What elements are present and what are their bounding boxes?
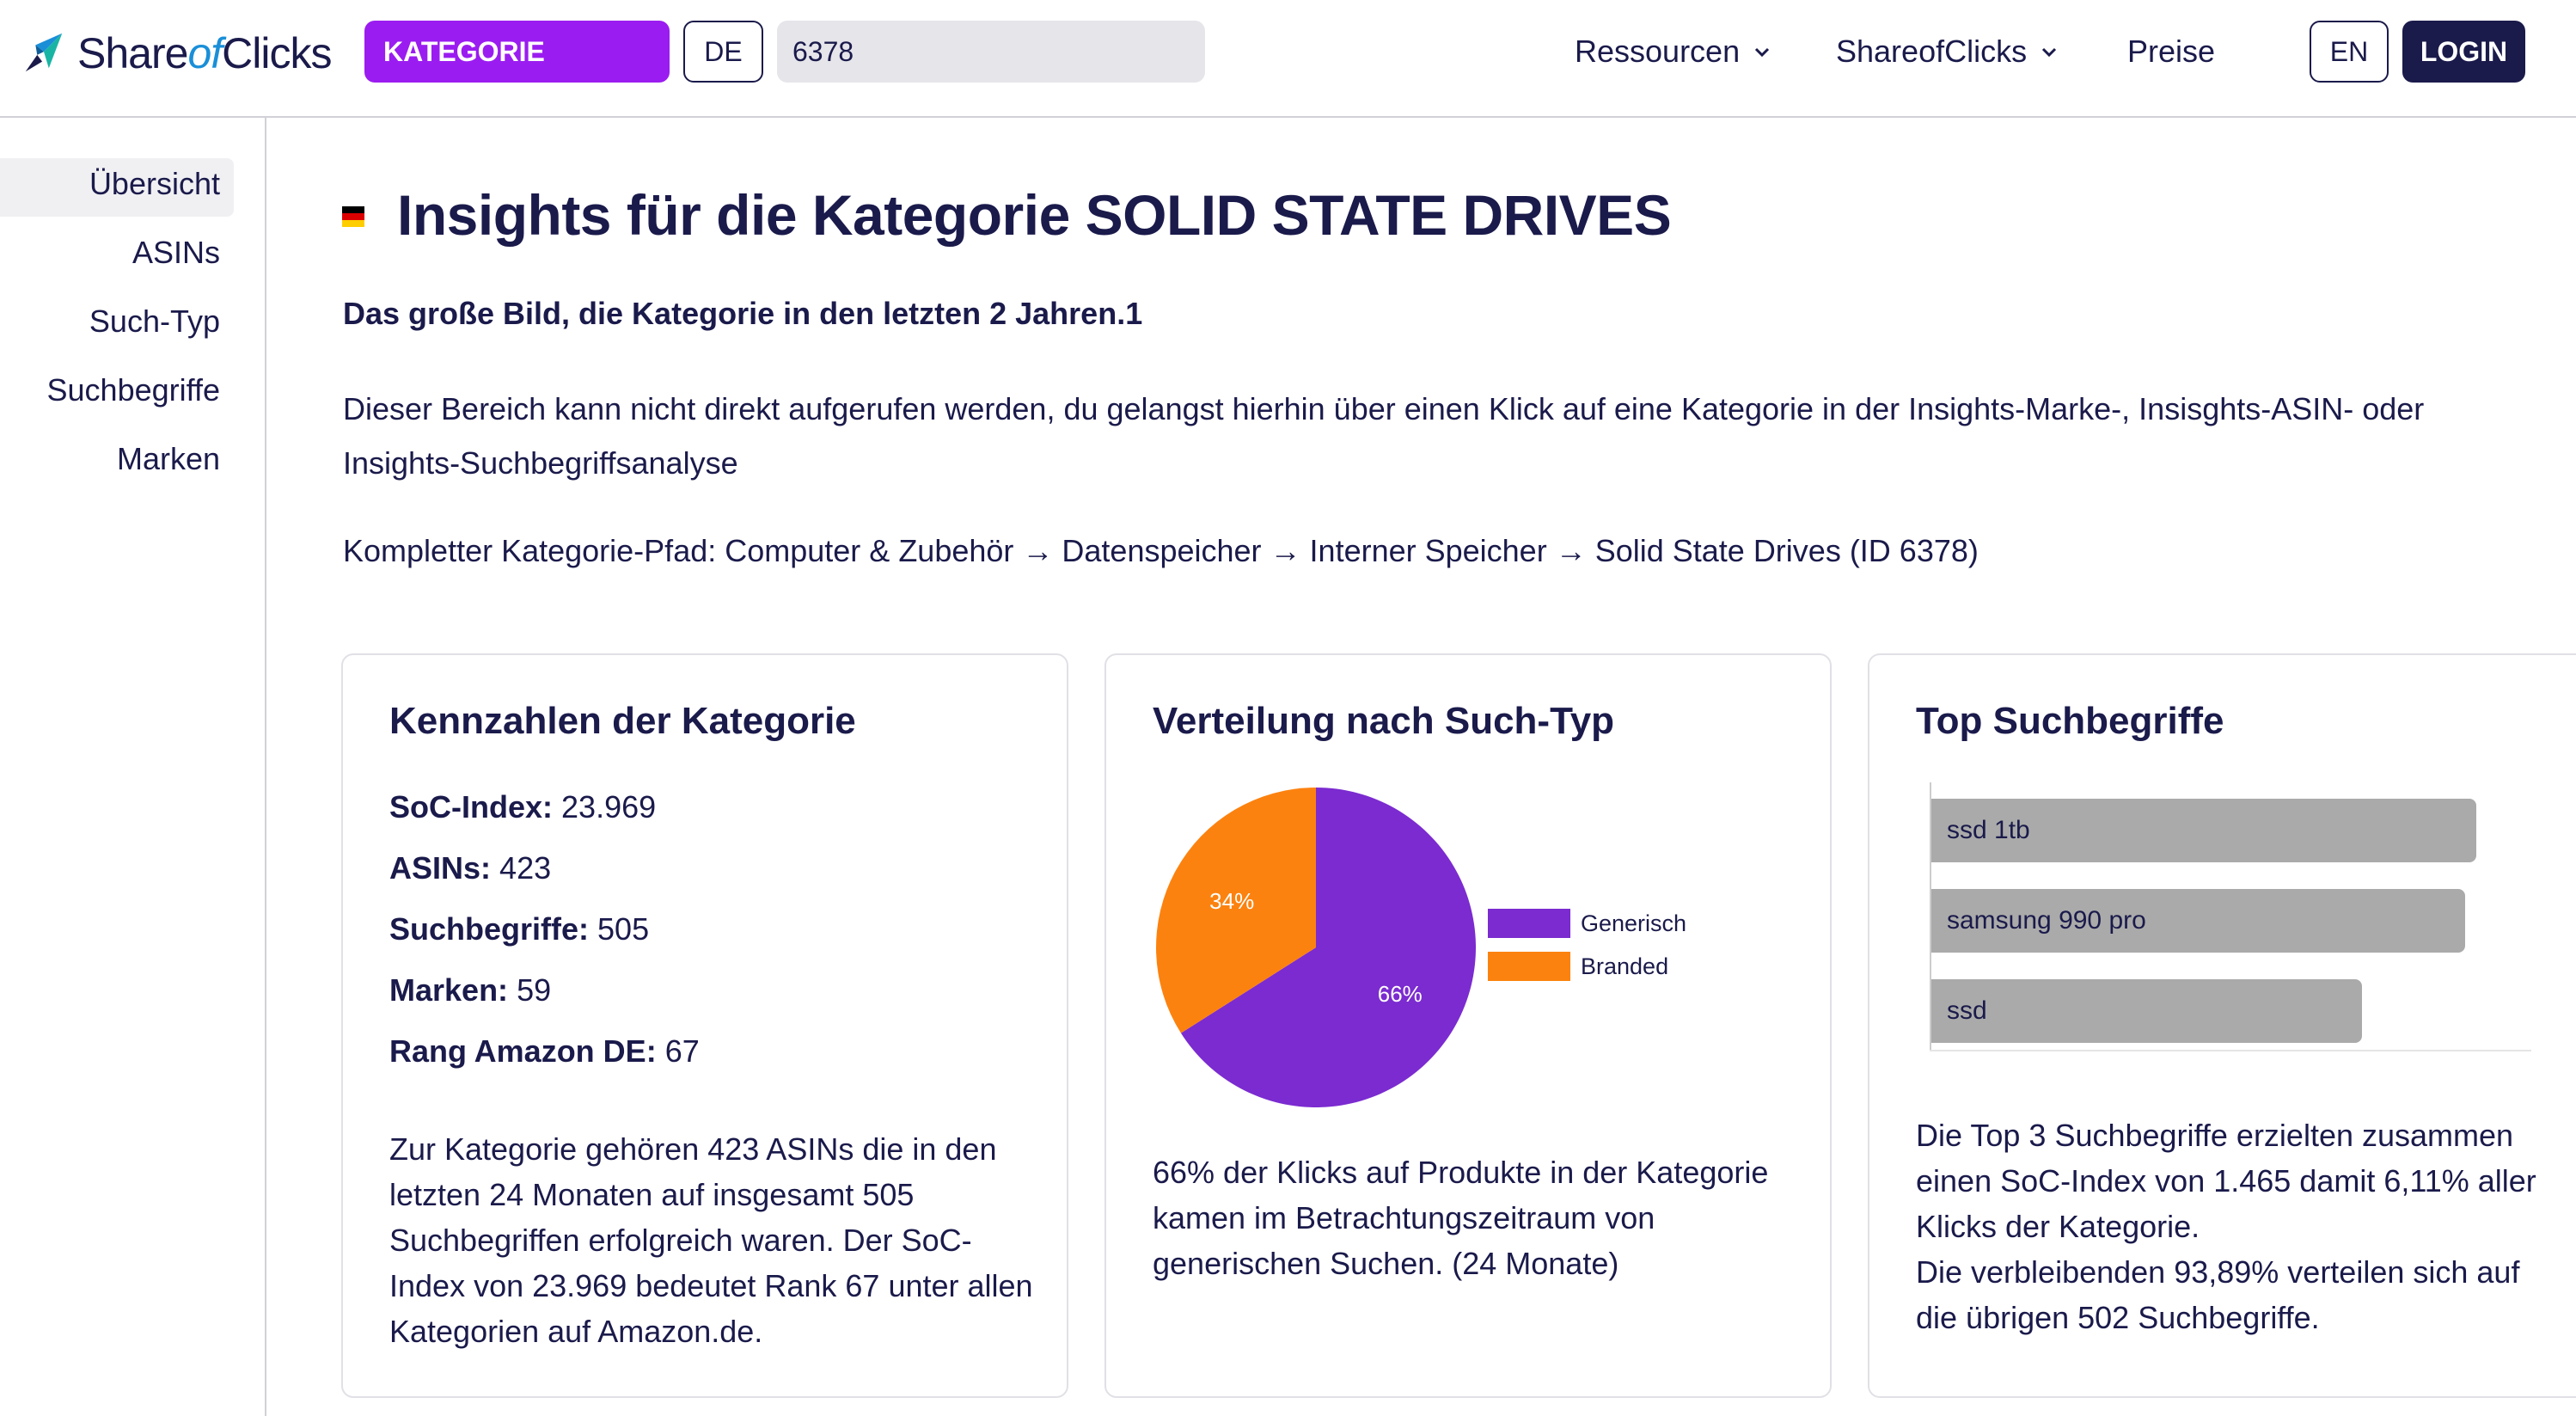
page-description: Dieser Bereich kann nicht direkt aufgeru… <box>343 391 2425 481</box>
language-de-button[interactable]: DE <box>683 21 763 83</box>
logo-icon <box>25 33 63 72</box>
legend-swatch <box>1488 952 1570 981</box>
kpi-soc-index: SoC-Index: 23.969 <box>389 789 657 824</box>
bar-ssd-1tb: ssd 1tb <box>1931 799 2476 862</box>
sidebar-item-suchbegriffe[interactable]: Suchbegriffe <box>46 372 220 408</box>
sidebar-item-uebersicht[interactable]: Übersicht <box>89 166 220 201</box>
nav-preise[interactable]: Preise <box>2127 26 2215 77</box>
bar-axis <box>1930 782 1931 1051</box>
legend-item-generisch: Generisch <box>1488 909 1686 938</box>
chevron-down-icon <box>1755 47 1770 58</box>
top-terms-summary: Die Top 3 Suchbegriffe erzielten zusamme… <box>1916 1118 2536 1244</box>
top-terms-card-text: Die Top 3 Suchbegriffe erzielten zusamme… <box>1916 1113 2569 1340</box>
sidebar: Übersicht ASINs Such-Typ Suchbegriffe Ma… <box>0 118 266 1416</box>
legend-item-branded: Branded <box>1488 952 1668 981</box>
top-header: ShareofClicks KATEGORIE DE Ressourcen Sh… <box>0 0 2576 118</box>
chevron-down-icon <box>2042 47 2057 58</box>
kpi-card-text: Zur Kategorie gehören 423 ASINs die in d… <box>389 1131 1033 1349</box>
page-subtitle: Das große Bild, die Kategorie in den let… <box>343 296 1143 331</box>
sidebar-item-such-typ[interactable]: Such-Typ <box>89 303 220 339</box>
login-button[interactable]: LOGIN <box>2402 21 2525 83</box>
bar-label: samsung 990 pro <box>1947 906 2146 935</box>
bar-label: ssd <box>1947 996 1987 1025</box>
pie-chart: 66% 34% <box>1156 788 1476 1107</box>
language-en-button[interactable]: EN <box>2310 21 2389 83</box>
bar-baseline <box>1930 1050 2531 1051</box>
kpi-suchbegriffe: Suchbegriffe: 505 <box>389 911 650 947</box>
pie-label-branded: 34% <box>1209 888 1254 914</box>
kpi-marken: Marken: 59 <box>389 972 552 1008</box>
top-terms-card-title: Top Suchbegriffe <box>1916 700 2224 742</box>
nav-label: ShareofClicks <box>1836 34 2028 69</box>
bar-label: ssd 1tb <box>1947 816 2030 844</box>
search-type-card: Verteilung nach Such-Typ 66% 34% Generisc… <box>1104 653 1832 1398</box>
nav-label: Ressourcen <box>1575 34 1741 69</box>
pie-slice-branded <box>1156 788 1316 1033</box>
pie-label-generisch: 66% <box>1378 981 1423 1007</box>
germany-flag-icon <box>342 206 364 227</box>
legend-label: Generisch <box>1581 910 1687 936</box>
nav-label: Preise <box>2127 34 2216 69</box>
kpi-rang: Rang Amazon DE: 67 <box>389 1033 700 1069</box>
legend-swatch <box>1488 909 1570 938</box>
legend-label: Branded <box>1581 953 1669 979</box>
search-input[interactable] <box>777 21 1205 83</box>
top-terms-card: Top Suchbegriffe ssd 1tb samsung 990 pro s… <box>1868 653 2576 1398</box>
sidebar-item-asins[interactable]: ASINs <box>132 235 220 270</box>
nav-shareofclicks[interactable]: ShareofClicks <box>1836 26 2059 77</box>
search-type-card-text: 66% der Klicks auf Produkte in der Kateg… <box>1153 1155 1769 1281</box>
kpi-card-title: Kennzahlen der Kategorie <box>389 700 856 742</box>
sidebar-item-marken[interactable]: Marken <box>116 441 220 476</box>
pie-slice-generisch <box>1180 788 1476 1107</box>
bar-ssd: ssd <box>1931 979 2362 1043</box>
category-button[interactable]: KATEGORIE <box>364 21 670 83</box>
search-type-card-title: Verteilung nach Such-Typ <box>1153 700 1615 742</box>
sidebar-active-highlight <box>0 158 234 217</box>
kpi-card: Kennzahlen der Kategorie SoC-Index: 23.9… <box>341 653 1068 1398</box>
top-terms-remainder: Die verbleibenden 93,89% verteilen sich … <box>1916 1254 2520 1335</box>
page-title: Insights für die Kategorie SOLID STATE D… <box>397 183 1672 247</box>
logo[interactable]: ShareofClicks <box>19 26 332 81</box>
category-path: Kompletter Kategorie-Pfad: Computer & Zu… <box>343 533 1979 568</box>
kpi-asins: ASINs: 423 <box>389 850 552 886</box>
nav-ressourcen[interactable]: Ressourcen <box>1575 26 1772 77</box>
logo-text: ShareofClicks <box>77 29 332 77</box>
bar-samsung-990-pro: samsung 990 pro <box>1931 889 2465 953</box>
